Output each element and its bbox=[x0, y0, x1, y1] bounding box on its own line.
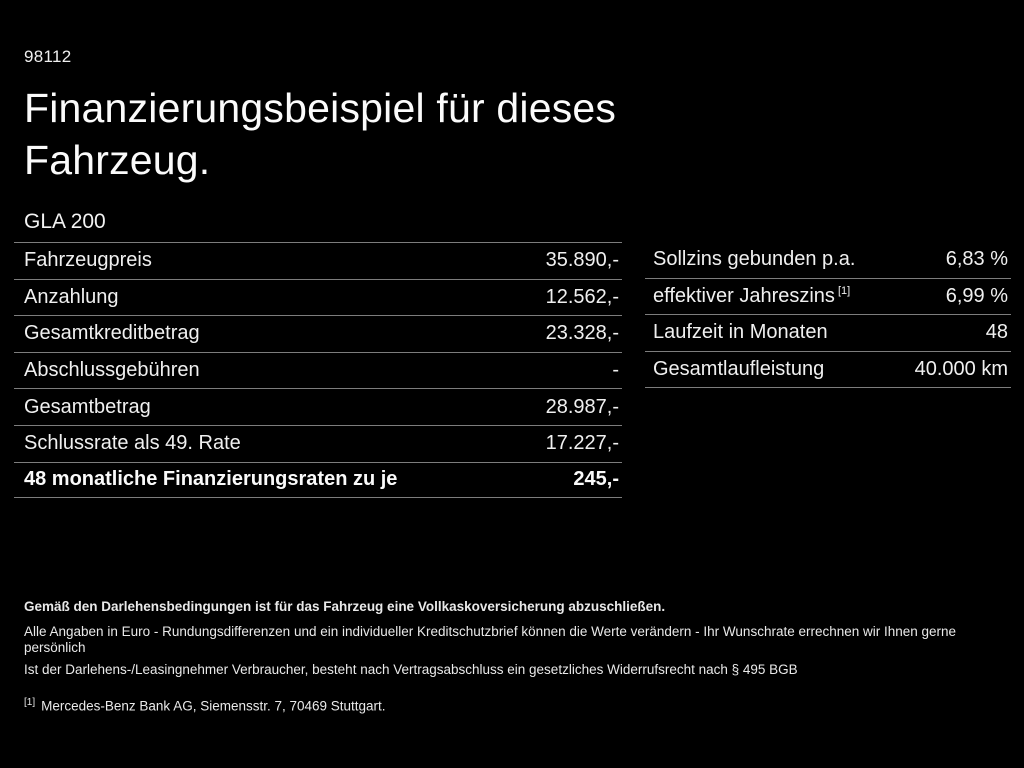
row-label: Anzahlung bbox=[24, 285, 119, 308]
row-value: - bbox=[612, 359, 619, 382]
conditions-table: Sollzins gebunden p.a. 6,83 % effektiver… bbox=[645, 242, 1011, 389]
bank-footnote-text: Mercedes-Benz Bank AG, Siemensstr. 7, 70… bbox=[41, 698, 386, 714]
insurance-note: Gemäß den Darlehensbedingungen ist für d… bbox=[24, 599, 666, 614]
table-row-gesamtkreditbetrag: Gesamtkreditbetrag 23.328,- bbox=[14, 315, 622, 352]
table-row-schlussrate: Schlussrate als 49. Rate 17.227,- bbox=[14, 424, 622, 462]
row-value: 6,99 % bbox=[945, 284, 1008, 307]
row-value: 6,83 % bbox=[945, 248, 1008, 271]
table-row-sollzins: Sollzins gebunden p.a. 6,83 % bbox=[645, 242, 1011, 279]
row-label: Gesamtlaufleistung bbox=[653, 358, 825, 381]
bank-footnote: [1] Mercedes-Benz Bank AG, Siemensstr. 7,… bbox=[24, 695, 1004, 715]
disclaimer-line-2: Ist der Darlehens-/Leasingnehmer Verbrau… bbox=[24, 662, 798, 677]
row-label: effektiver Jahreszins [1] bbox=[653, 284, 851, 307]
table-row-fahrzeugpreis: Fahrzeugpreis 35.890,- bbox=[14, 242, 622, 279]
row-value: 48 bbox=[985, 321, 1008, 344]
row-label: Abschlussgebühren bbox=[24, 359, 200, 382]
table-row-gesamtlaufleistung: Gesamtlaufleistung 40.000 km bbox=[645, 352, 1011, 389]
row-value: 12.562,- bbox=[545, 285, 619, 308]
row-label: 48 monatliche Finanzierungsraten zu je bbox=[24, 468, 398, 491]
document-number: 98112 bbox=[24, 47, 72, 66]
legal-footer: Gemäß den Darlehensbedingungen ist für d… bbox=[24, 599, 1004, 715]
row-value: 23.328,- bbox=[545, 322, 619, 345]
row-label: Laufzeit in Monaten bbox=[653, 321, 828, 344]
page-title: Finanzierungsbeispiel für dieses Fahrzeu… bbox=[24, 85, 617, 183]
table-row-abschlussgebuehren: Abschlussgebühren - bbox=[14, 351, 622, 389]
table-row-laufzeit: Laufzeit in Monaten 48 bbox=[645, 315, 1011, 352]
finance-table: Fahrzeugpreis 35.890,- Anzahlung 12.562,… bbox=[14, 242, 622, 499]
footnote-marker: [1] bbox=[837, 285, 851, 298]
row-value: 35.890,- bbox=[545, 249, 619, 272]
row-label: Gesamtkreditbetrag bbox=[24, 322, 200, 345]
row-value: 28.987,- bbox=[545, 395, 619, 418]
row-label: Gesamtbetrag bbox=[24, 395, 151, 418]
row-value: 17.227,- bbox=[545, 432, 619, 455]
row-label: Schlussrate als 49. Rate bbox=[24, 432, 241, 455]
row-label: Sollzins gebunden p.a. bbox=[653, 248, 856, 271]
table-row-gesamtbetrag: Gesamtbetrag 28.987,- bbox=[14, 388, 622, 425]
table-row-effektiver-jahreszins: effektiver Jahreszins [1] 6,99 % bbox=[645, 279, 1011, 316]
footnote-ref: [1] bbox=[24, 697, 36, 708]
table-row-anzahlung: Anzahlung 12.562,- bbox=[14, 278, 622, 316]
row-label: Fahrzeugpreis bbox=[24, 249, 152, 272]
row-value: 245,- bbox=[573, 468, 619, 491]
table-row-monatsrate: 48 monatliche Finanzierungsraten zu je 2… bbox=[14, 461, 622, 499]
vehicle-model: GLA 200 bbox=[24, 210, 106, 233]
row-value: 40.000 km bbox=[914, 358, 1008, 381]
disclaimer-line-1: Alle Angaben in Euro - Rundungsdifferenz… bbox=[24, 624, 957, 655]
